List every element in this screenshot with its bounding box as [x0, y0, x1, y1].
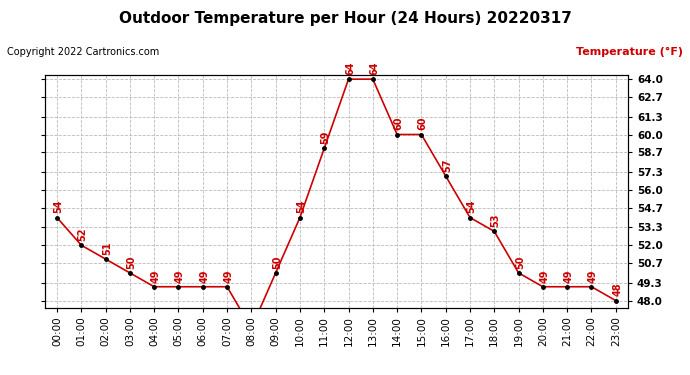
Text: Copyright 2022 Cartronics.com: Copyright 2022 Cartronics.com [7, 47, 159, 57]
Text: 64: 64 [369, 62, 380, 75]
Text: 49: 49 [564, 269, 573, 283]
Text: 57: 57 [442, 158, 452, 172]
Text: 59: 59 [321, 130, 331, 144]
Text: 49: 49 [199, 269, 209, 283]
Text: 50: 50 [515, 255, 525, 269]
Text: 54: 54 [466, 200, 476, 213]
Text: 60: 60 [393, 117, 404, 130]
Text: 49: 49 [150, 269, 161, 283]
Text: 52: 52 [78, 228, 88, 241]
Text: 49: 49 [175, 269, 185, 283]
Text: 51: 51 [102, 242, 112, 255]
Text: 49: 49 [540, 269, 549, 283]
Text: 54: 54 [296, 200, 306, 213]
Text: 49: 49 [588, 269, 598, 283]
Text: 54: 54 [53, 200, 63, 213]
Text: Temperature (°F): Temperature (°F) [576, 47, 683, 57]
Text: 60: 60 [417, 117, 428, 130]
Text: 53: 53 [491, 214, 501, 227]
Text: 48: 48 [612, 283, 622, 296]
Text: Outdoor Temperature per Hour (24 Hours) 20220317: Outdoor Temperature per Hour (24 Hours) … [119, 11, 571, 26]
Text: 46: 46 [0, 374, 1, 375]
Text: 50: 50 [126, 255, 136, 269]
Text: 50: 50 [272, 255, 282, 269]
Text: 64: 64 [345, 62, 355, 75]
Text: 49: 49 [224, 269, 233, 283]
